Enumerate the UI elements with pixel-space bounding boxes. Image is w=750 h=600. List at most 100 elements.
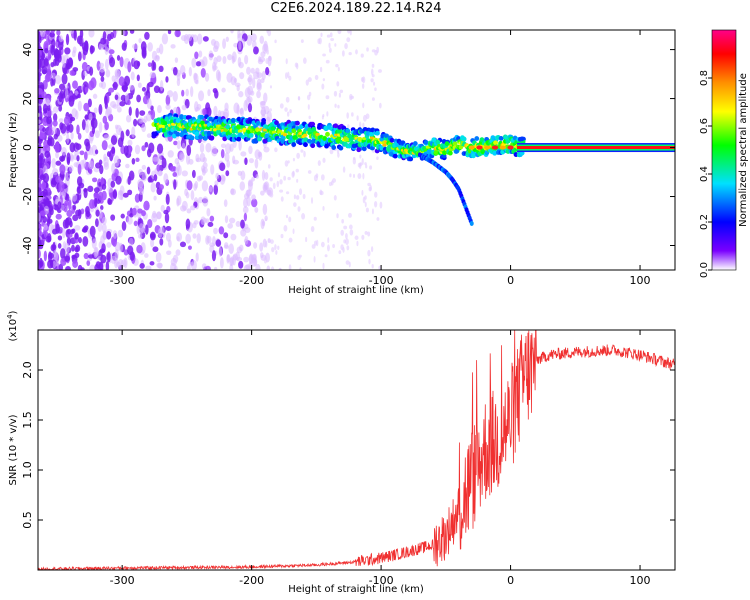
spectrogram-noise-cell: [104, 46, 109, 55]
spectrogram-noise-cell: [167, 150, 174, 158]
spectrogram-noise-cell: [144, 141, 149, 148]
spectrogram-noise-cell: [83, 188, 88, 199]
spectrogram-noise-cell: [352, 157, 357, 165]
spectrogram-noise-cell: [357, 163, 361, 168]
spectrogram-noise-cell: [192, 233, 197, 239]
spectrogram-noise-cell: [356, 240, 359, 247]
spectrogram-noise-cell: [202, 157, 207, 163]
spectrogram-ridge-cell: [461, 136, 467, 142]
spectrogram-noise-cell: [144, 31, 150, 40]
spectrogram-noise-cell: [122, 192, 129, 198]
colorbar-frame: [711, 29, 737, 271]
spectrogram-noise-cell: [118, 127, 123, 133]
spectrogram-noise-cell: [213, 105, 218, 117]
spectrogram-noise-cell: [153, 85, 160, 94]
spectrogram-noise-cell: [149, 71, 156, 79]
spectrogram-noise-cell: [211, 146, 218, 157]
spectrogram-noise-cell: [158, 184, 164, 190]
spectrogram-noise-cell: [243, 198, 248, 208]
spectrogram-noise-cell: [166, 250, 172, 256]
spectrogram-noise-cell: [127, 145, 132, 155]
spectrogram-y-tick-label: -40: [21, 237, 34, 255]
spectrogram-noise-cell: [39, 261, 44, 267]
spectrogram-noise-cell: [374, 191, 378, 198]
spectrogram-noise-cell: [221, 175, 226, 182]
spectrogram-noise-cell: [320, 241, 325, 248]
spectrogram-noise-cell: [318, 37, 322, 45]
spectrogram-noise-cell: [362, 172, 365, 180]
spectrogram-noise-cell: [50, 44, 55, 56]
spectrogram-noise-cell: [215, 172, 220, 180]
spectrogram-noise-cell: [165, 193, 170, 205]
spectrogram-ridge-cell: [375, 130, 380, 136]
spectrogram-noise-cell: [105, 106, 112, 116]
spectrogram-noise-cell: [256, 78, 262, 90]
spectrogram-noise-cell: [143, 200, 150, 211]
spectrogram-noise-cell: [38, 88, 43, 95]
spectrogram-noise-cell: [41, 91, 47, 99]
spectrogram-noise-cell: [369, 165, 373, 170]
spectrogram-noise-cell: [62, 219, 69, 229]
spectrogram-noise-cell: [110, 214, 116, 221]
spectrogram-noise-cell: [253, 242, 258, 249]
spectrogram-noise-cell: [218, 226, 225, 235]
spectrogram-noise-cell: [151, 60, 155, 72]
spectrogram-y-tick-label: -20: [21, 188, 34, 206]
spectrogram-noise-cell: [129, 30, 135, 34]
spectrogram-noise-cell: [58, 83, 66, 91]
spectrogram-noise-cell: [243, 100, 248, 112]
spectrogram-noise-cell: [280, 196, 284, 202]
spectrogram-noise-cell: [256, 90, 261, 99]
spectrogram-noise-cell: [138, 117, 144, 124]
spectrogram-noise-cell: [227, 223, 234, 229]
spectrogram-noise-cell: [58, 39, 64, 51]
spectrogram-ridge-cell: [199, 114, 205, 120]
spectrogram-noise-cell: [157, 105, 162, 114]
snr-multiplier-exponent: 4: [6, 314, 14, 319]
spectrogram-noise-cell: [210, 164, 215, 175]
spectrogram-noise-cell: [221, 87, 226, 93]
spectrogram-noise-cell: [174, 158, 180, 165]
snr-x-tick-label: -100: [369, 574, 394, 587]
spectrogram-noise-cell: [46, 30, 51, 36]
spectrogram-noise-cell: [343, 225, 348, 230]
spectrogram-noise-cell: [260, 252, 264, 259]
spectrogram-ridge-cell: [225, 124, 231, 130]
spectrogram-noise-cell: [104, 58, 109, 71]
spectrogram-noise-cell: [260, 109, 267, 116]
spectrogram-noise-cell: [89, 147, 94, 156]
spectrogram-noise-cell: [286, 111, 290, 117]
spectrogram-noise-cell: [100, 81, 107, 90]
spectrogram-noise-cell: [292, 228, 295, 235]
spectrogram-noise-cell: [60, 157, 64, 162]
spectrogram-noise-cell: [38, 186, 42, 198]
spectrogram-noise-cell: [161, 33, 169, 45]
snr-series-line: [38, 330, 675, 570]
spectrogram-noise-cell: [122, 30, 126, 36]
spectrogram-noise-cell: [62, 61, 66, 68]
spectrogram-noise-cell: [87, 185, 94, 193]
spectrogram-noise-cell: [156, 47, 161, 54]
spectrogram-noise-cell: [366, 47, 369, 52]
spectrogram-noise-cell: [243, 212, 248, 222]
spectrogram-ridge-cell: [356, 147, 362, 153]
spectrogram-noise-cell: [120, 94, 127, 102]
spectrogram-noise-cell: [272, 182, 276, 190]
spectrogram-noise-cell: [213, 56, 218, 66]
spectrogram-noise-cell: [42, 173, 50, 183]
spectrogram-noise-cell: [49, 32, 55, 38]
spectrogram-noise-cell: [181, 142, 186, 149]
spectrogram-ridge-cell: [447, 150, 453, 156]
spectrogram-noise-cell: [224, 215, 229, 224]
spectrogram-noise-cell: [138, 186, 144, 196]
spectrogram-noise-cell: [230, 233, 237, 241]
spectrogram-noise-cell: [85, 124, 90, 134]
spectrogram-noise-cell: [93, 191, 99, 201]
spectrogram-noise-cell: [68, 165, 74, 173]
spectrogram-noise-cell: [87, 98, 92, 108]
spectrogram-noise-cell: [232, 155, 236, 165]
spectrogram-noise-cell: [39, 132, 43, 140]
spectrogram-noise-cell: [93, 107, 98, 114]
spectrogram-noise-cell: [352, 173, 356, 178]
spectrogram-noise-cell: [204, 265, 211, 270]
